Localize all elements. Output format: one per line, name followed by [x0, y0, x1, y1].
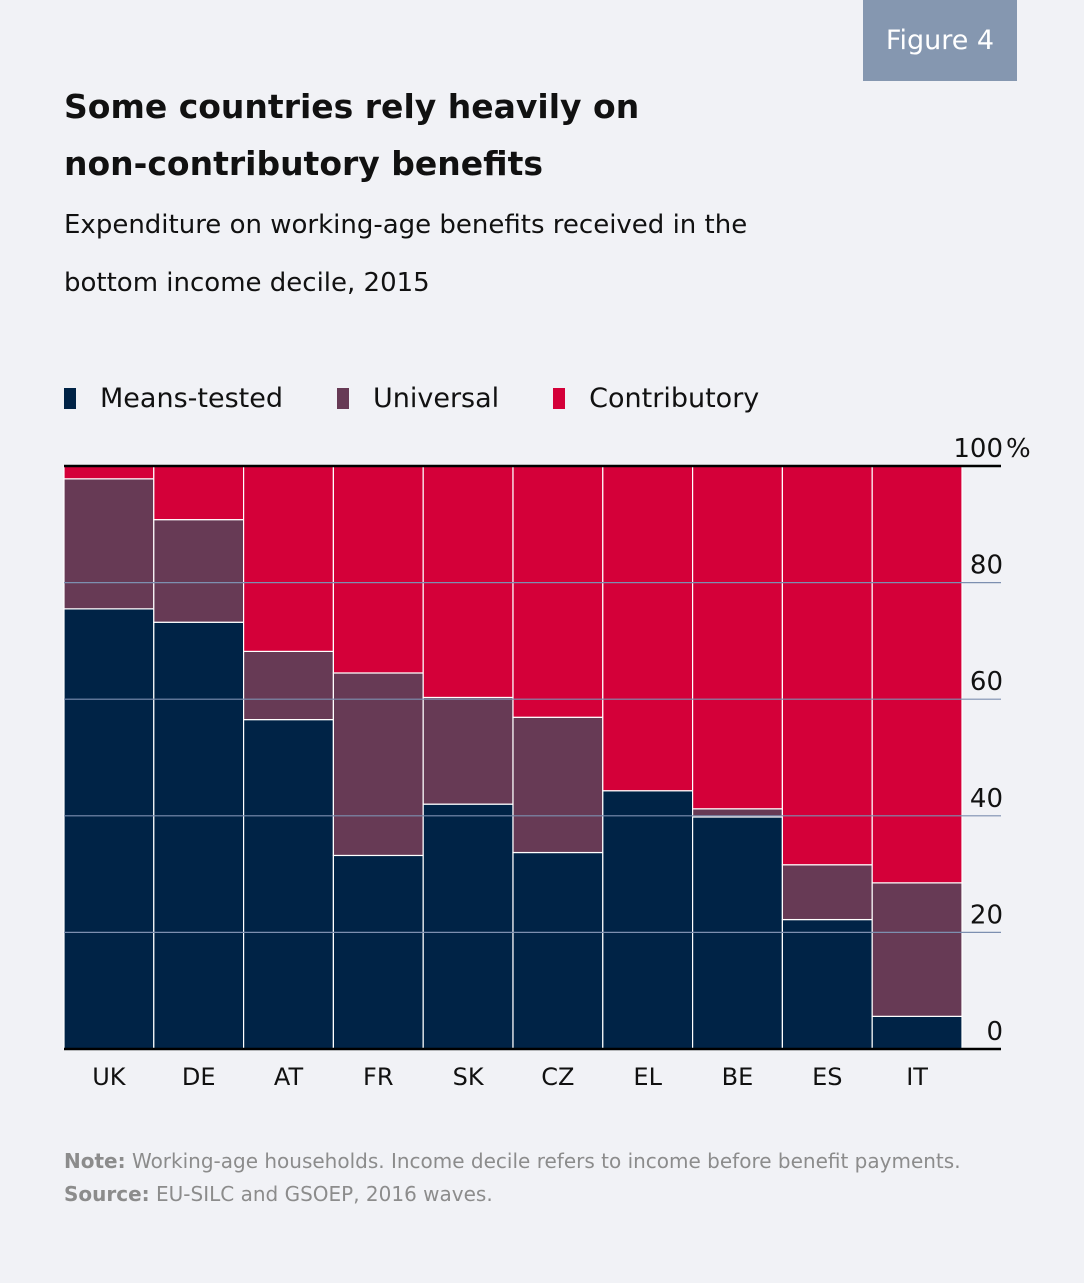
y-tick-label-40: 40 [970, 784, 1003, 814]
bar-de-contributory [153, 465, 245, 521]
gridlines-group [64, 582, 1001, 933]
note-label: Note: [64, 1149, 126, 1173]
x-tick-label-es: ES [812, 1063, 842, 1091]
source-text: EU-SILC and GSOEP, 2016 waves. [149, 1182, 493, 1206]
source-line: Source: EU-SILC and GSOEP, 2016 waves. [64, 1178, 961, 1211]
bar-sk-contributory [422, 465, 514, 699]
bar-sk-universal [422, 696, 514, 805]
legend-item-universal: Universal [336, 382, 500, 414]
legend-label-universal: Universal [372, 382, 500, 414]
bar-it-contributory [871, 465, 963, 884]
chart-subtitle: Expenditure on working-age benefits rece… [64, 196, 824, 312]
x-tick-label-cz: CZ [541, 1063, 574, 1091]
note-text: Working-age households. Income decile re… [125, 1149, 961, 1173]
bars-group [63, 465, 963, 1050]
labels-group: UK DE AT FR SK CZ EL BE ES IT 0 20 40 60 80 100% [92, 434, 1030, 1091]
legend-swatch-means-tested [64, 387, 76, 409]
y-unit-label: % [1006, 434, 1031, 464]
legend: Means-tested Universal Contributory [64, 378, 813, 418]
bar-be-contributory [691, 465, 783, 810]
bar-el-means-tested [602, 790, 694, 1050]
bar-de-universal [153, 519, 245, 623]
axes-group [64, 464, 1001, 1051]
notes: Note: Working-age households. Income dec… [64, 1145, 961, 1211]
x-tick-label-el: EL [633, 1063, 662, 1091]
legend-swatch-contributory [553, 387, 566, 409]
bar-fr-contributory [332, 465, 424, 674]
bar-el-contributory [602, 465, 694, 792]
legend-swatch-universal [336, 387, 349, 409]
bar-fr-means-tested [332, 854, 424, 1050]
x-tick-label-uk: UK [92, 1063, 127, 1091]
y-tick-label-80: 80 [970, 551, 1003, 581]
x-tick-label-fr: FR [363, 1063, 393, 1091]
y-tick-label-0: 0 [986, 1017, 1003, 1047]
subtitle-line-2: bottom income decile, 2015 [64, 268, 430, 298]
bar-es-contributory [781, 465, 873, 866]
x-tick-label-be: BE [722, 1063, 754, 1091]
legend-label-contributory: Contributory [589, 382, 760, 414]
bar-cz-universal [512, 716, 604, 854]
legend-label-means-tested: Means-tested [100, 382, 283, 414]
bar-uk-contributory [63, 465, 155, 480]
bar-uk-universal [63, 478, 155, 610]
y-tick-label-20: 20 [970, 900, 1003, 930]
title-line-2: non-contributory benefits [64, 144, 544, 183]
bar-cz-contributory [512, 465, 604, 718]
y-tick-label-60: 60 [970, 667, 1003, 697]
bar-it-universal [871, 882, 963, 1017]
legend-item-contributory: Contributory [553, 383, 759, 414]
bar-at-universal [243, 650, 335, 721]
bar-uk-means-tested [63, 608, 155, 1050]
x-tick-label-de: DE [182, 1063, 216, 1091]
note-line: Note: Working-age households. Income dec… [64, 1145, 961, 1178]
stacked-bar-chart: UK DE AT FR SK CZ EL BE ES IT 0 20 40 60 80 100% [63, 434, 1031, 1091]
title-line-1: Some countries rely heavily on [64, 87, 640, 126]
bar-at-contributory [243, 465, 335, 652]
bar-cz-means-tested [512, 851, 604, 1050]
figure-badge: Figure 4 [863, 0, 1017, 81]
bar-es-means-tested [781, 918, 873, 1050]
bar-fr-universal [332, 672, 424, 857]
bar-de-means-tested [153, 621, 245, 1050]
x-tick-label-it: IT [906, 1063, 928, 1091]
x-tick-label-sk: SK [453, 1063, 485, 1091]
y-tick-label-100: 100 [953, 434, 1003, 464]
legend-item-means-tested: Means-tested [64, 383, 283, 414]
subtitle-line-1: Expenditure on working-age benefits rece… [64, 210, 748, 240]
bar-sk-means-tested [422, 803, 514, 1050]
x-tick-label-at: AT [274, 1063, 304, 1091]
chart-title: Some countries rely heavily on non-contr… [64, 78, 824, 192]
bar-it-means-tested [871, 1015, 963, 1050]
source-label: Source: [64, 1182, 150, 1206]
bar-at-means-tested [243, 719, 335, 1050]
bar-es-universal [781, 864, 873, 921]
